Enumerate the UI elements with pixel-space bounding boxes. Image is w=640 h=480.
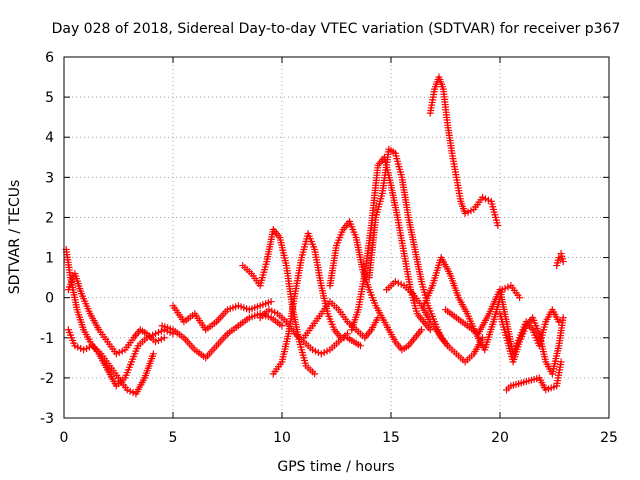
y-tick-label: -3 (40, 411, 54, 427)
x-axis-label: GPS time / hours (277, 459, 394, 475)
x-tick-label: 5 (169, 430, 178, 446)
y-tick-label: 4 (45, 130, 54, 146)
data-point (356, 342, 364, 350)
data-point (426, 326, 434, 334)
y-tick-label: 2 (45, 210, 54, 226)
data-point (418, 326, 426, 334)
y-tick-label: 1 (45, 251, 54, 267)
data-point (516, 294, 524, 302)
y-tick-label: 3 (45, 170, 54, 186)
chart-title: Day 028 of 2018, Sidereal Day-to-day VTE… (52, 21, 621, 37)
x-tick-label: 25 (600, 430, 618, 446)
x-tick-label: 20 (491, 430, 509, 446)
data-point (278, 322, 286, 330)
x-tick-label: 0 (60, 430, 69, 446)
data-point (160, 334, 168, 342)
data-point (311, 370, 319, 378)
y-tick-label: -1 (40, 331, 54, 347)
y-tick-label: 5 (45, 90, 54, 106)
data-point (559, 314, 567, 322)
data-point (149, 350, 157, 358)
data-point (555, 318, 563, 326)
y-axis-label: SDTVAR / TECUs (7, 180, 23, 295)
x-tick-label: 15 (382, 430, 400, 446)
y-tick-label: -2 (40, 371, 54, 387)
x-tick-label: 10 (273, 430, 291, 446)
data-point (267, 298, 275, 306)
data-point (557, 358, 565, 366)
data-point (494, 221, 502, 229)
data-point (559, 258, 567, 266)
y-tick-label: 6 (45, 50, 54, 66)
data-marks (62, 73, 567, 398)
plot-frame (63, 56, 610, 419)
y-tick-label: 0 (45, 291, 54, 307)
